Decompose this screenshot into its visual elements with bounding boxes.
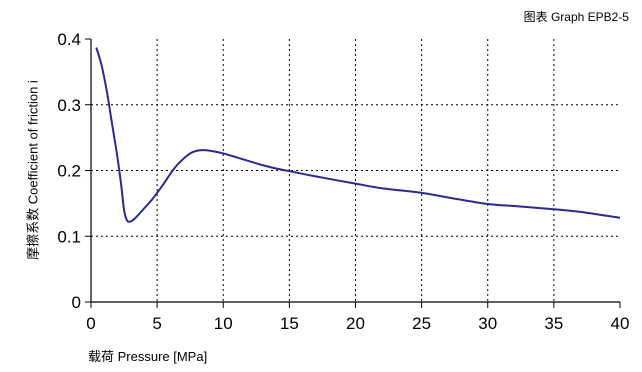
axes	[85, 38, 621, 308]
x-tick-label-10: 10	[214, 314, 233, 333]
x-axis-title: 载荷 Pressure [MPa]	[88, 349, 208, 364]
y-axis-title: 摩擦系数 Coefficient of friction i	[25, 80, 41, 260]
friction-curve	[95, 47, 621, 223]
x-tick-label-25: 25	[412, 314, 431, 333]
x-tick-label-5: 5	[152, 314, 161, 333]
x-tick-label-30: 30	[478, 314, 497, 333]
grid-lines	[91, 39, 620, 302]
y-tick-labels: 0 0.1 0.2 0.3 0.4	[57, 30, 81, 312]
x-tick-label-0: 0	[86, 314, 95, 333]
y-tick-label-0: 0	[72, 293, 81, 312]
x-tick-label-20: 20	[346, 314, 365, 333]
x-tick-labels: 0 5 10 15 20 25 30 35 40	[86, 314, 629, 333]
y-tick-label-0.2: 0.2	[57, 162, 81, 181]
graph-id-label: 图表 Graph EPB2-5	[523, 10, 629, 24]
y-tick-label-0.4: 0.4	[57, 30, 81, 49]
y-tick-label-0.1: 0.1	[57, 227, 81, 246]
x-tick-label-15: 15	[280, 314, 299, 333]
x-tick-label-40: 40	[611, 314, 630, 333]
x-tick-label-35: 35	[544, 314, 563, 333]
y-tick-label-0.3: 0.3	[57, 96, 81, 115]
